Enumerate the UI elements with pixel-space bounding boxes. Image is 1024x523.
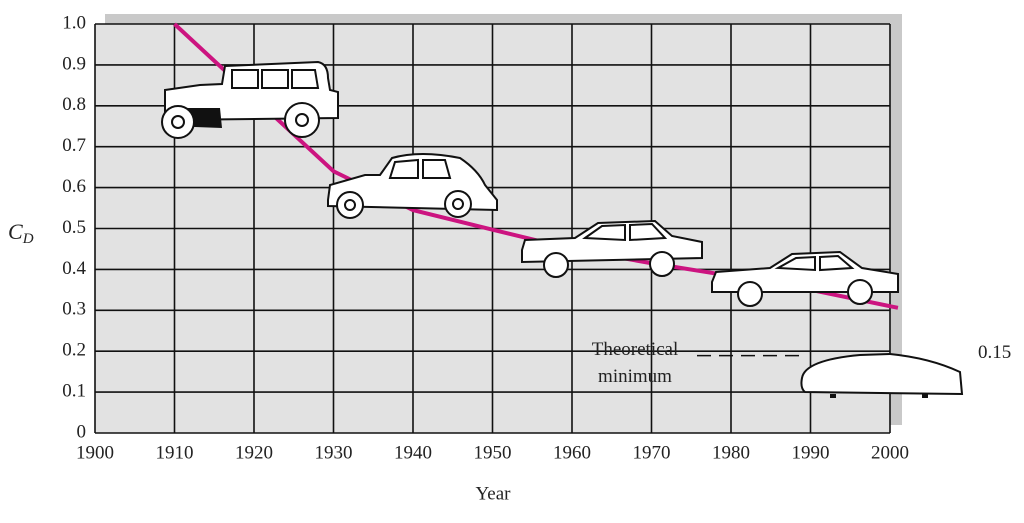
x-tick-label: 1980 bbox=[712, 442, 750, 463]
y-axis-label: CD bbox=[8, 219, 34, 247]
car-1920s bbox=[161, 60, 339, 139]
x-tick-label: 1920 bbox=[235, 442, 273, 463]
x-tick-label: 1930 bbox=[315, 442, 353, 463]
labels: 0 0.1 0.2 0.3 0.4 0.5 0.6 0.7 0.8 0.9 1.0 1900 1910 1… bbox=[62, 12, 1011, 463]
car-theoretical bbox=[800, 352, 964, 398]
x-tick-label: 1940 bbox=[394, 442, 432, 463]
x-tick-label: 1970 bbox=[633, 442, 671, 463]
x-tick-label: 2000 bbox=[871, 442, 909, 463]
y-tick-label: 0.8 bbox=[62, 94, 86, 115]
y-axis-label-main: C bbox=[8, 219, 23, 244]
x-tick-label: 1960 bbox=[553, 442, 591, 463]
y-tick-label: 0.2 bbox=[62, 340, 86, 361]
y-tick-label: 0.5 bbox=[62, 217, 86, 238]
x-tick-label: 1990 bbox=[792, 442, 830, 463]
y-tick-label: 0 bbox=[77, 421, 87, 442]
y-tick-label: 0.3 bbox=[62, 299, 86, 320]
y-tick-label: 0.9 bbox=[62, 53, 86, 74]
x-tick-label: 1900 bbox=[76, 442, 114, 463]
y-tick-label: 0.4 bbox=[62, 258, 86, 279]
x-tick-label: 1910 bbox=[156, 442, 194, 463]
y-axis-label-subscript: D bbox=[22, 231, 34, 247]
annotation-text: minimum bbox=[598, 366, 672, 387]
car-1930s bbox=[327, 153, 498, 219]
y-tick-label: 1.0 bbox=[62, 12, 86, 33]
car-1960s bbox=[521, 219, 703, 278]
annotation-text: Theoretical bbox=[592, 339, 679, 360]
x-tick-label: 1950 bbox=[474, 442, 512, 463]
y-tick-label: 0.7 bbox=[62, 135, 86, 156]
car-1980s bbox=[711, 250, 899, 307]
car-illustrations bbox=[161, 60, 964, 398]
annotation-value: 0.15 bbox=[978, 342, 1011, 363]
y-tick-label: 0.6 bbox=[62, 176, 86, 197]
x-axis-label: Year bbox=[475, 483, 511, 504]
y-tick-label: 0.1 bbox=[62, 380, 86, 401]
